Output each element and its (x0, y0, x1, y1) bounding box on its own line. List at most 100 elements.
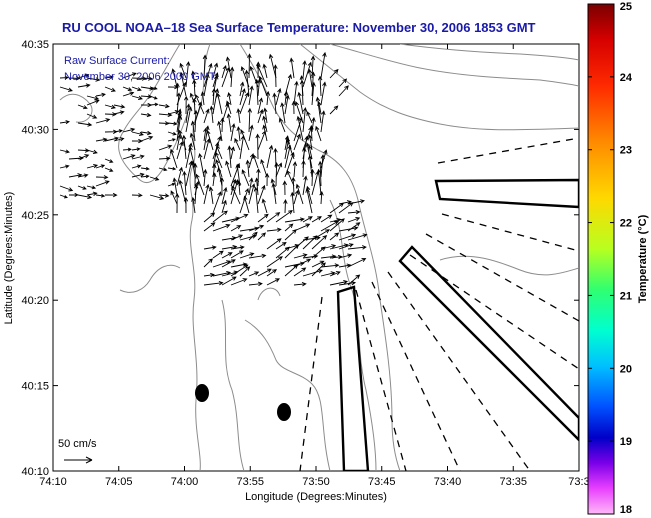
y-tick-label: 40:35 (21, 39, 49, 51)
current-vector (236, 108, 241, 124)
colorbar-tick-label: 25 (620, 1, 632, 13)
current-vector (95, 92, 106, 97)
current-vector (149, 95, 158, 100)
current-vector (247, 53, 252, 79)
current-vector (230, 234, 244, 241)
colorbar-ticks: 25 24 23 22 21 20 19 18 (588, 1, 633, 516)
current-vector (257, 97, 264, 115)
current-vector (266, 212, 281, 223)
current-vector (59, 149, 70, 154)
current-vector (248, 281, 263, 287)
current-vector (275, 241, 287, 250)
current-vector (301, 159, 306, 178)
current-vector (258, 75, 268, 97)
current-vector (297, 91, 304, 115)
scale-arrow-label: 50 cm/s (58, 438, 97, 450)
current-vector (192, 79, 197, 97)
current-vector (248, 271, 260, 277)
current-vector (86, 149, 98, 155)
current-vector (212, 62, 219, 79)
current-vector (216, 167, 223, 187)
current-vector (131, 172, 145, 178)
current-vector (86, 185, 97, 190)
current-vector (183, 196, 189, 214)
current-vector (248, 177, 254, 196)
current-vector (293, 267, 307, 277)
current-vector (263, 107, 268, 124)
current-vector (122, 86, 133, 91)
current-vector (113, 129, 123, 133)
current-vector (347, 245, 367, 250)
current-vector (59, 120, 70, 125)
y-tick-label: 40:10 (21, 466, 49, 478)
current-vector (338, 243, 354, 250)
current-vector (95, 175, 109, 180)
current-vector (275, 87, 282, 106)
current-vector (195, 173, 205, 196)
current-vector (113, 104, 126, 109)
current-vector (185, 103, 191, 124)
x-axis-ticks: 74:10 74:05 74:00 73:55 73:50 73:45 73:40 73:35… (39, 44, 590, 488)
y-axis-label: Latitude (Degrees:Minutes) (3, 192, 15, 325)
current-vector (131, 95, 143, 101)
current-vector (275, 162, 283, 178)
current-vector (200, 91, 206, 106)
current-vector (221, 186, 228, 205)
current-vector (86, 163, 99, 169)
current-vector (214, 151, 223, 169)
current-vector (320, 214, 333, 223)
current-vector (266, 269, 278, 277)
current-vector (95, 118, 111, 124)
current-vector (212, 250, 224, 259)
current-vector (171, 68, 178, 88)
current-vector (257, 232, 267, 241)
current-vector (230, 213, 249, 223)
current-vector (239, 252, 255, 259)
current-vector (131, 164, 142, 169)
current-vector (225, 160, 232, 178)
current-vector (221, 66, 230, 88)
current-vector (122, 127, 136, 133)
current-vector (239, 135, 246, 160)
current-vector (59, 86, 73, 92)
current-vector (221, 259, 236, 268)
current-vector (77, 122, 93, 127)
current-vector (229, 66, 235, 88)
survey-lines (299, 137, 579, 471)
current-vector (317, 75, 323, 97)
current-vector (220, 117, 225, 133)
current-vector (185, 160, 193, 187)
current-vector (176, 111, 182, 133)
current-vector (284, 151, 295, 178)
current-vector (77, 173, 89, 178)
current-vector (284, 94, 290, 115)
current-vector (241, 169, 250, 187)
current-vector (95, 180, 110, 187)
current-vector (289, 57, 295, 79)
colorbar-tick-label: 18 (620, 504, 632, 516)
current-vector (299, 79, 305, 106)
current-vector (254, 177, 260, 196)
current-vector (266, 227, 282, 232)
current-vector (104, 192, 118, 198)
current-vector (167, 121, 178, 126)
current-vector (302, 216, 313, 223)
current-vector (311, 260, 325, 268)
x-tick-label: 74:05 (105, 476, 133, 488)
current-vector (212, 210, 228, 223)
current-vector (122, 154, 136, 160)
current-vector (193, 109, 199, 133)
current-annotation-line1: Raw Surface Current: (64, 55, 170, 67)
current-vector (59, 185, 74, 192)
current-vector (257, 184, 266, 205)
current-vector (320, 220, 339, 232)
mooring-marker-east (277, 403, 291, 421)
current-vector (320, 51, 327, 79)
current-vector (266, 238, 282, 250)
current-vector (104, 158, 114, 163)
current-vector (86, 95, 100, 101)
current-vector (158, 103, 170, 109)
current-vector (203, 73, 210, 97)
current-vector (257, 213, 269, 223)
current-vector (293, 253, 308, 259)
